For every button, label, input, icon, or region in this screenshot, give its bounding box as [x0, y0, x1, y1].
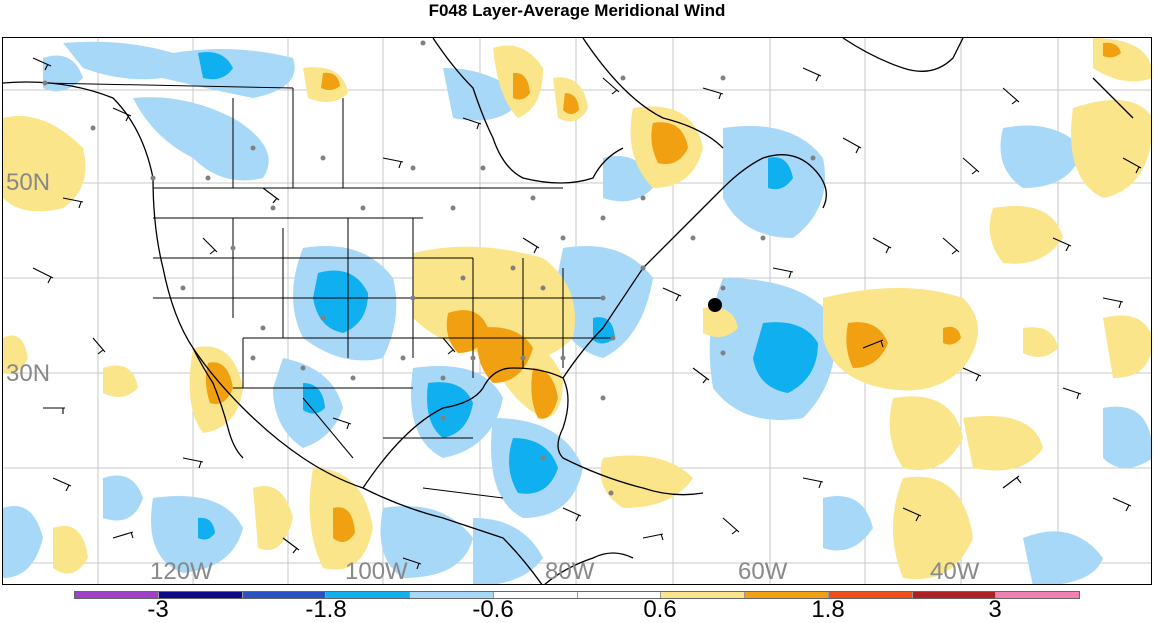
lon-label-120w: 120W	[150, 558, 213, 585]
negative-wind-strong	[198, 52, 818, 540]
colorbar-segment	[409, 592, 493, 598]
lat-label-50n: 50N	[6, 169, 51, 196]
positive-wind-strong	[205, 42, 1121, 542]
colorbar-segment	[75, 592, 158, 598]
political-boundaries	[42, 82, 613, 499]
colorbar-segment	[241, 592, 326, 598]
lat-label-30n: 30N	[6, 360, 51, 387]
colorbar-label: 1.8	[811, 596, 845, 623]
colorbar-label: 3	[988, 596, 1002, 623]
colorbar-segment	[827, 592, 912, 598]
colorbar-label: -3	[147, 596, 169, 623]
colorbar-label: -1.8	[305, 596, 347, 623]
lon-label-40w: 40W	[930, 558, 980, 585]
marker-dot	[708, 298, 722, 312]
colorbar	[74, 591, 1080, 599]
colorbar-segment	[995, 592, 1079, 598]
lon-label-100w: 100W	[345, 558, 408, 585]
colorbar-segment	[660, 592, 744, 598]
map-canvas	[3, 38, 1151, 584]
wind-barbs	[32, 57, 1142, 570]
colorbar-segment	[744, 592, 828, 598]
colorbar-label: -0.6	[472, 596, 514, 623]
colorbar-segment	[576, 592, 661, 598]
lon-label-80w: 80W	[545, 558, 595, 585]
colorbar-segment	[157, 592, 242, 598]
lon-label-60w: 60W	[738, 558, 788, 585]
observation-sites	[42, 40, 816, 496]
colorbar-segment	[911, 592, 996, 598]
map-panel	[2, 37, 1152, 585]
map-title: F048 Layer-Average Meridional Wind	[428, 1, 726, 20]
colorbar-label: 0.6	[643, 596, 677, 623]
colorbar-segment	[492, 592, 577, 598]
colorbar-segment	[325, 592, 409, 598]
